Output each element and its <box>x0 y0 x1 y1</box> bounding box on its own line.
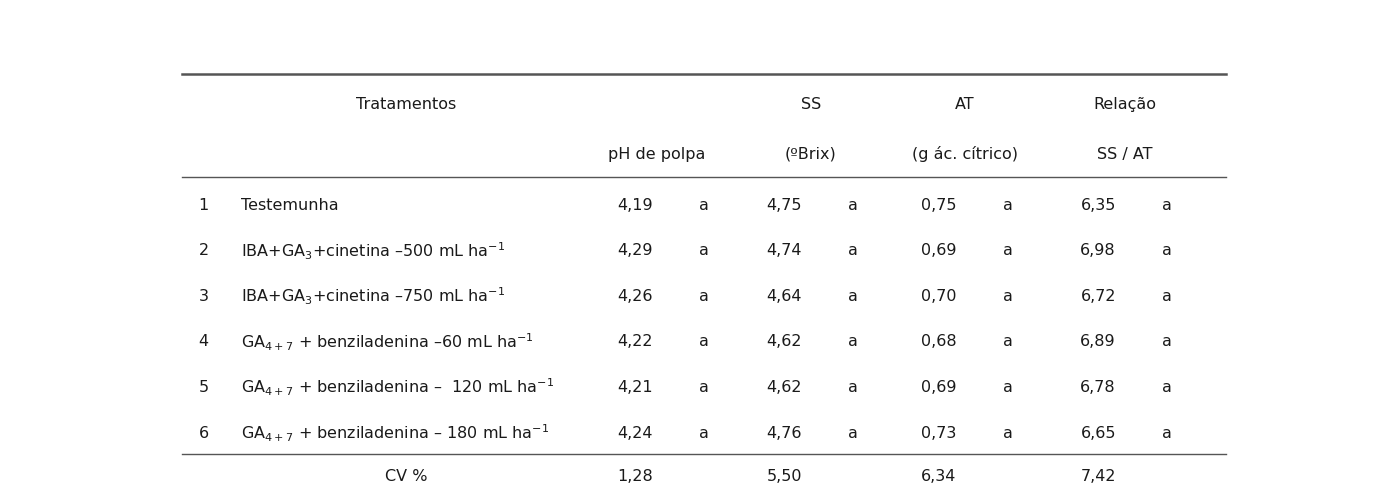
Text: Tratamentos: Tratamentos <box>356 97 456 112</box>
Text: 1: 1 <box>199 198 209 213</box>
Text: 4,64: 4,64 <box>767 289 802 304</box>
Text: 6,89: 6,89 <box>1080 334 1116 350</box>
Text: GA$_{4+7}$ + benziladenina –  120 mL ha$^{-1}$: GA$_{4+7}$ + benziladenina – 120 mL ha$^… <box>240 377 554 398</box>
Text: 0,70: 0,70 <box>921 289 956 304</box>
Text: a: a <box>1003 334 1013 350</box>
Text: (ºBrix): (ºBrix) <box>785 146 837 162</box>
Text: 4,26: 4,26 <box>617 289 653 304</box>
Text: 4,24: 4,24 <box>617 425 653 441</box>
Text: 4,76: 4,76 <box>767 425 802 441</box>
Text: 3: 3 <box>199 289 209 304</box>
Text: (g ác. cítrico): (g ác. cítrico) <box>912 146 1018 162</box>
Text: SS: SS <box>801 97 820 112</box>
Text: a: a <box>848 289 859 304</box>
Text: 0,69: 0,69 <box>921 380 956 395</box>
Text: 4,21: 4,21 <box>617 380 653 395</box>
Text: 4,75: 4,75 <box>767 198 802 213</box>
Text: 0,68: 0,68 <box>921 334 956 350</box>
Text: pH de polpa: pH de polpa <box>607 146 705 162</box>
Text: a: a <box>1003 425 1013 441</box>
Text: a: a <box>1162 289 1172 304</box>
Text: 0,69: 0,69 <box>921 244 956 258</box>
Text: IBA+GA$_3$+cinetina –750 mL ha$^{-1}$: IBA+GA$_3$+cinetina –750 mL ha$^{-1}$ <box>240 286 506 307</box>
Text: a: a <box>1162 244 1172 258</box>
Text: 6,34: 6,34 <box>921 469 956 484</box>
Text: 4,19: 4,19 <box>617 198 653 213</box>
Text: 7,42: 7,42 <box>1080 469 1116 484</box>
Text: a: a <box>1162 380 1172 395</box>
Text: 5: 5 <box>199 380 209 395</box>
Text: 2: 2 <box>199 244 209 258</box>
Text: 6,78: 6,78 <box>1080 380 1116 395</box>
Text: a: a <box>1162 425 1172 441</box>
Text: 6,65: 6,65 <box>1080 425 1116 441</box>
Text: Relação: Relação <box>1094 97 1157 112</box>
Text: a: a <box>848 244 859 258</box>
Text: SS / AT: SS / AT <box>1096 146 1153 162</box>
Text: Testemunha: Testemunha <box>240 198 338 213</box>
Text: GA$_{4+7}$ + benziladenina – 180 mL ha$^{-1}$: GA$_{4+7}$ + benziladenina – 180 mL ha$^… <box>240 423 550 444</box>
Text: a: a <box>1003 380 1013 395</box>
Text: 1,28: 1,28 <box>617 469 653 484</box>
Text: a: a <box>1003 198 1013 213</box>
Text: a: a <box>699 289 709 304</box>
Text: 4,62: 4,62 <box>767 380 802 395</box>
Text: a: a <box>699 380 709 395</box>
Text: a: a <box>699 244 709 258</box>
Text: 6: 6 <box>199 425 209 441</box>
Text: a: a <box>848 380 859 395</box>
Text: IBA+GA$_3$+cinetina –500 mL ha$^{-1}$: IBA+GA$_3$+cinetina –500 mL ha$^{-1}$ <box>240 240 506 262</box>
Text: GA$_{4+7}$ + benziladenina –60 mL ha$^{-1}$: GA$_{4+7}$ + benziladenina –60 mL ha$^{-… <box>240 331 534 352</box>
Text: 4,74: 4,74 <box>767 244 802 258</box>
Text: 5,50: 5,50 <box>767 469 802 484</box>
Text: a: a <box>848 198 859 213</box>
Text: CV %: CV % <box>385 469 427 484</box>
Text: a: a <box>848 425 859 441</box>
Text: a: a <box>699 198 709 213</box>
Text: 0,75: 0,75 <box>921 198 956 213</box>
Text: 4,22: 4,22 <box>617 334 653 350</box>
Text: a: a <box>699 425 709 441</box>
Text: 6,35: 6,35 <box>1080 198 1116 213</box>
Text: 4: 4 <box>199 334 209 350</box>
Text: a: a <box>1003 289 1013 304</box>
Text: 4,62: 4,62 <box>767 334 802 350</box>
Text: a: a <box>1162 334 1172 350</box>
Text: a: a <box>1162 198 1172 213</box>
Text: 0,73: 0,73 <box>921 425 956 441</box>
Text: a: a <box>699 334 709 350</box>
Text: AT: AT <box>955 97 976 112</box>
Text: 6,72: 6,72 <box>1080 289 1116 304</box>
Text: a: a <box>1003 244 1013 258</box>
Text: 4,29: 4,29 <box>617 244 653 258</box>
Text: a: a <box>848 334 859 350</box>
Text: 6,98: 6,98 <box>1080 244 1116 258</box>
